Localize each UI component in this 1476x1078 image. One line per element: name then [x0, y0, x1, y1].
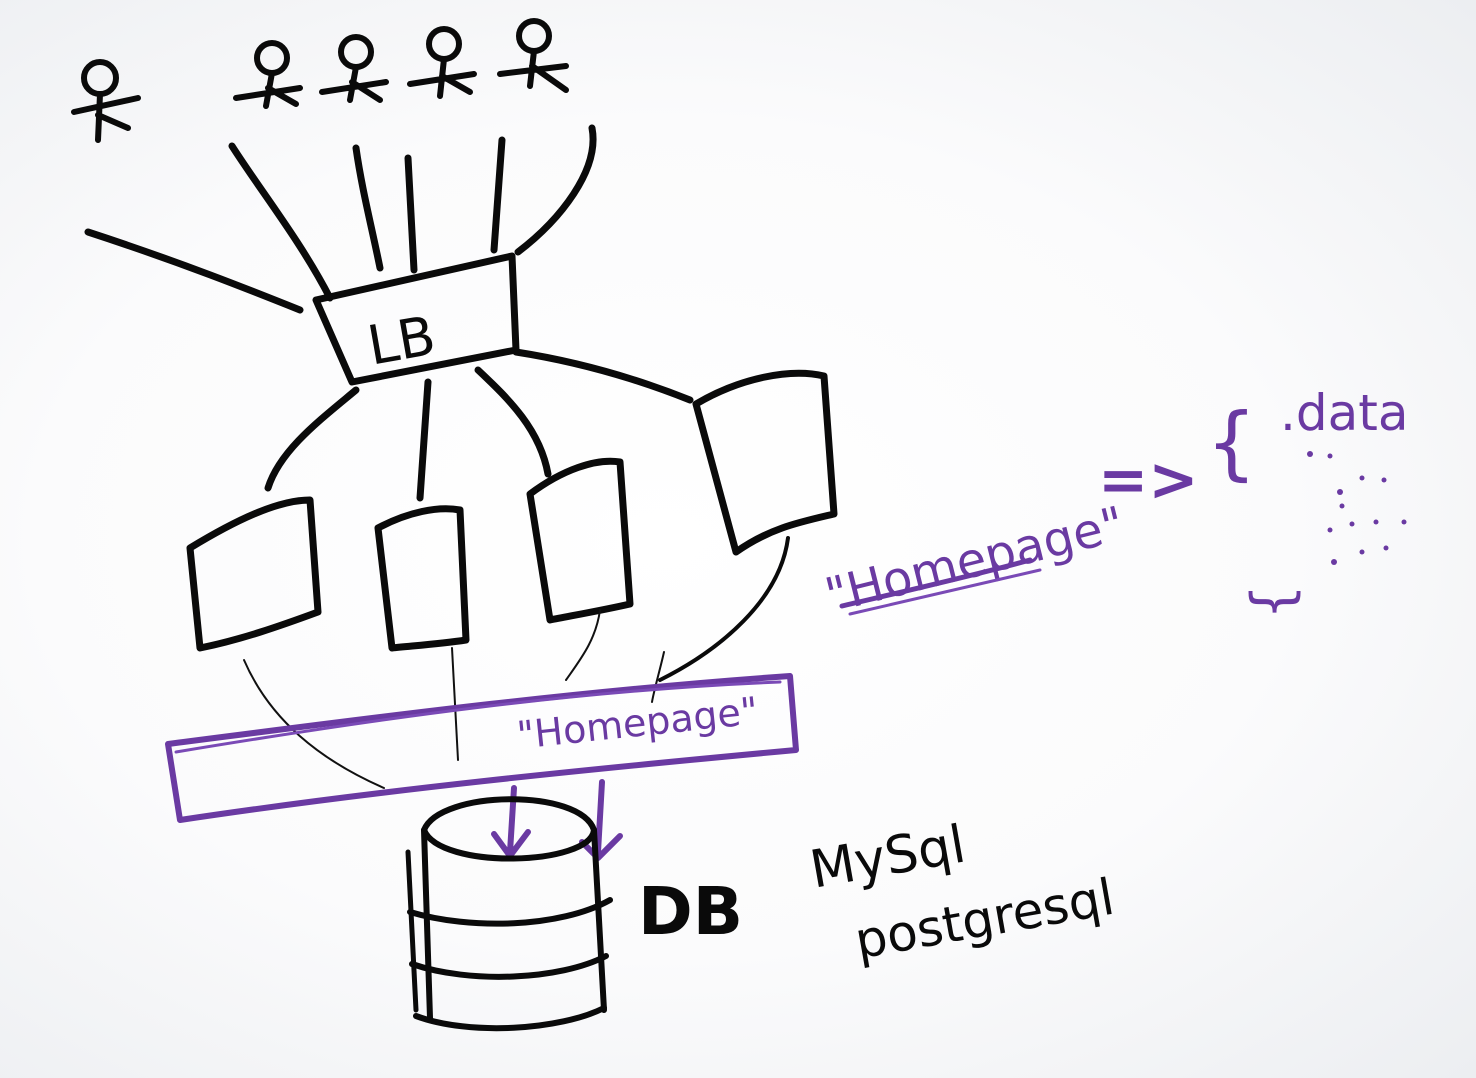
- user-icon-5: [497, 18, 569, 93]
- app-server-1: [186, 496, 322, 652]
- load-balancer-label: LB: [363, 304, 440, 378]
- app-server-3: [526, 457, 634, 624]
- cache-value-text: .data: [1280, 384, 1409, 442]
- user-icon-2: [233, 40, 303, 109]
- cache-key-value-note: "Homepage" => { .data }: [820, 384, 1409, 624]
- lb-server-connections: [264, 348, 694, 502]
- cache-value-dots: [1307, 451, 1407, 565]
- app-server-2: [374, 505, 470, 652]
- user-icon-4: [407, 26, 477, 99]
- server-db-connections: [243, 536, 790, 789]
- database-label: DB: [638, 873, 743, 950]
- database-icon: [405, 796, 613, 1032]
- user-icon-3: [319, 34, 389, 103]
- cache-key-label: "Homepage": [820, 496, 1130, 624]
- cache-to-db-arrows: [491, 779, 623, 861]
- database-engine-mysql: MySql: [806, 815, 970, 901]
- cache-arrow: =>: [1098, 445, 1199, 515]
- user-icon-1: [71, 59, 141, 143]
- cache-value-close-brace: }: [1244, 584, 1309, 620]
- app-server-4: [692, 369, 838, 556]
- cache-value-open-brace: {: [1206, 396, 1257, 489]
- user-connections: [84, 124, 597, 314]
- load-balancer: LB: [312, 252, 520, 386]
